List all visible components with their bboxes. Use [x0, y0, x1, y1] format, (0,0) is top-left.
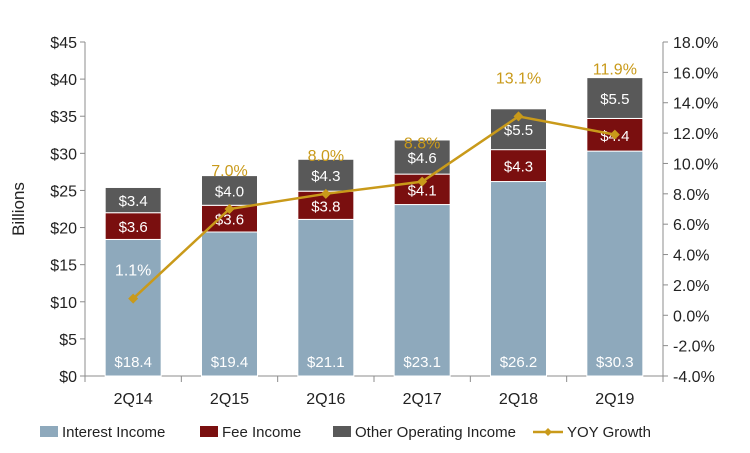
legend-label: Interest Income [62, 424, 165, 441]
bar-value-label: $4.3 [311, 168, 340, 185]
yoy-growth-label: 8.8% [404, 136, 440, 153]
yoy-growth-label: 13.1% [496, 70, 541, 87]
y2-tick-label: 12.0% [673, 126, 718, 143]
y2-tick-label: 10.0% [673, 156, 718, 173]
yoy-growth-label: 11.9% [593, 62, 637, 79]
x-tick-label: 2Q18 [499, 391, 538, 408]
yoy-growth-marker [320, 188, 331, 199]
yoy-growth-marker [224, 204, 235, 214]
y-tick-label: $45 [50, 35, 77, 52]
bar-interest-income [201, 231, 258, 377]
bar-value-label: $26.2 [500, 354, 538, 371]
yoy-growth-marker [128, 293, 139, 304]
legend-swatch [333, 426, 351, 437]
bar-value-label: $30.3 [596, 354, 634, 371]
bar-value-label: $5.5 [600, 91, 629, 108]
y-tick-label: $25 [50, 183, 77, 200]
x-tick-label: 2Q17 [403, 391, 442, 408]
y-tick-label: $40 [50, 72, 77, 89]
yoy-growth-label: 7.0% [211, 163, 247, 180]
bar-value-label: $23.1 [403, 354, 441, 371]
bar-value-label: $21.1 [307, 354, 345, 371]
yoy-growth-label: 8.0% [308, 148, 344, 165]
y2-tick-label: 2.0% [673, 278, 709, 295]
bar-value-label: $4.3 [504, 159, 533, 176]
legend-label: Fee Income [222, 424, 301, 441]
bar-interest-income [104, 238, 162, 377]
y2-tick-label: -4.0% [673, 369, 715, 386]
x-tick-label: 2Q15 [210, 391, 249, 408]
y-tick-label: $5 [59, 332, 77, 349]
x-tick-label: 2Q16 [306, 391, 345, 408]
yoy-growth-marker [417, 176, 428, 187]
legend-swatch [40, 426, 58, 437]
x-tick-label: 2Q14 [114, 391, 153, 408]
yoy-growth-marker [513, 111, 524, 122]
bar-interest-income [393, 204, 451, 377]
bar-value-label: $4.6 [408, 150, 437, 167]
bar-value-label: $4.0 [215, 183, 244, 200]
bar-value-label: $3.4 [119, 193, 148, 210]
bar-value-label: $4.1 [408, 182, 437, 199]
y2-tick-label: 4.0% [673, 248, 709, 265]
bar-value-label: $3.8 [311, 198, 340, 215]
bar-value-label: $19.4 [211, 354, 249, 371]
y-tick-label: $0 [59, 369, 77, 386]
bar-value-label: $18.4 [114, 354, 152, 371]
bar-value-label: $5.5 [504, 122, 533, 139]
y-tick-label: $15 [50, 258, 77, 275]
y-tick-label: $35 [50, 109, 77, 126]
y-axis-title: Billions [9, 182, 28, 236]
legend-label: YOY Growth [567, 424, 651, 441]
legend-label: Other Operating Income [355, 424, 516, 441]
bar-value-label: $3.6 [119, 219, 148, 236]
y2-tick-label: 14.0% [673, 96, 718, 113]
yoy-growth-label: 1.1% [115, 263, 151, 280]
bar-interest-income [586, 150, 644, 377]
y-tick-label: $30 [50, 146, 77, 163]
y2-tick-label: 6.0% [673, 217, 709, 234]
yoy-growth-line [132, 115, 616, 300]
y2-tick-label: 0.0% [673, 308, 709, 325]
legend-marker [544, 428, 552, 436]
bar-other-operating-income [104, 186, 162, 214]
legend-swatch [200, 426, 218, 437]
bar-other-operating-income [586, 77, 644, 119]
yoy-growth-marker [609, 129, 620, 140]
bar-interest-income [490, 181, 547, 377]
y2-tick-label: -2.0% [673, 339, 715, 356]
y2-tick-label: 8.0% [673, 187, 709, 204]
y-tick-label: $20 [50, 221, 77, 238]
x-tick-label: 2Q19 [595, 391, 634, 408]
y2-tick-label: 18.0% [673, 35, 718, 52]
bar-fee-income [104, 212, 162, 240]
bar-interest-income [297, 218, 355, 377]
y2-tick-label: 16.0% [673, 65, 718, 82]
y-tick-label: $10 [50, 295, 77, 312]
